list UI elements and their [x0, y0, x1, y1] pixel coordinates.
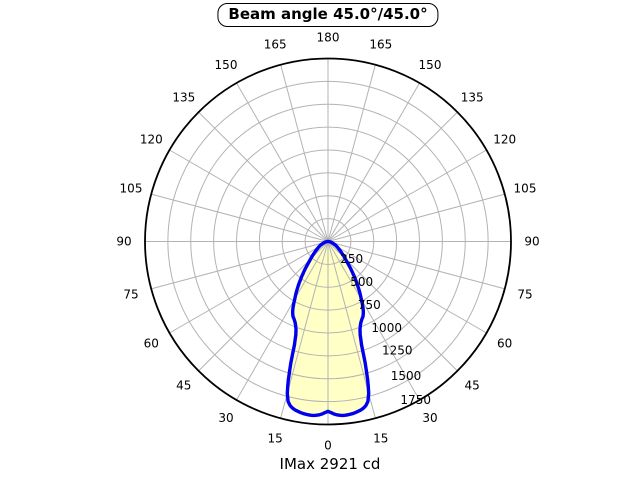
angle-tick-label: 105 — [514, 182, 537, 196]
polar-grid-spoke — [327, 241, 487, 334]
polar-grid-spoke — [169, 149, 329, 242]
polar-grid-spoke — [327, 241, 505, 290]
angle-tick-label: 60 — [497, 337, 512, 351]
polar-grid-spoke — [280, 64, 329, 242]
angle-tick-label: 165 — [369, 38, 392, 52]
imax-caption: IMax 2921 cd — [279, 455, 381, 473]
polar-grid-spoke — [327, 241, 420, 401]
angle-tick-label: 45 — [465, 379, 480, 393]
angle-tick-label: 135 — [172, 90, 195, 104]
angle-tick-label: 180 — [317, 31, 340, 45]
radial-tick-label: 1750 — [400, 393, 431, 407]
polar-grid-spoke — [327, 64, 376, 242]
radial-tick-label: 1250 — [382, 344, 413, 358]
radial-tick-label: 1500 — [391, 369, 422, 383]
polar-grid-spoke — [327, 82, 420, 242]
polar-outer-circle — [144, 57, 512, 426]
polar-grid-spoke — [327, 149, 487, 242]
angle-tick-label: 120 — [493, 133, 516, 147]
polar-grid-spoke — [151, 241, 329, 290]
polar-grid-spoke — [169, 241, 329, 334]
polar-grid-spoke — [236, 82, 329, 242]
angle-tick-label: 105 — [120, 182, 143, 196]
angle-tick-label: 0 — [324, 439, 332, 453]
angle-tick-label: 30 — [422, 411, 437, 425]
angle-tick-label: 30 — [218, 411, 233, 425]
polar-grid-spoke — [327, 193, 505, 242]
angle-tick-label: 60 — [144, 337, 159, 351]
angle-tick-label: 90 — [524, 235, 539, 249]
beam-curve — [285, 239, 371, 418]
angle-tick-label: 75 — [517, 287, 532, 301]
angle-tick-label: 15 — [268, 432, 283, 446]
angle-tick-label: 150 — [215, 58, 238, 72]
polar-grid-spoke — [151, 193, 329, 242]
radial-tick-label: 750 — [358, 298, 381, 312]
angle-tick-label: 135 — [461, 90, 484, 104]
angle-tick-label: 75 — [123, 287, 138, 301]
radial-tick-label: 250 — [340, 252, 363, 266]
angle-tick-label: 120 — [140, 133, 163, 147]
polar-grid-spoke — [198, 111, 329, 242]
angle-tick-label: 165 — [264, 38, 287, 52]
polar-grid-spoke — [327, 111, 458, 242]
angle-tick-label: 150 — [419, 58, 442, 72]
angle-tick-label: 15 — [373, 432, 388, 446]
chart-title: Beam angle 45.0°/45.0° — [217, 3, 439, 27]
polar-grid-spoke — [236, 241, 329, 401]
angle-tick-label: 90 — [116, 235, 131, 249]
radial-tick-label: 1000 — [371, 321, 402, 335]
angle-tick-label: 45 — [176, 379, 191, 393]
radial-tick-label: 500 — [350, 275, 373, 289]
